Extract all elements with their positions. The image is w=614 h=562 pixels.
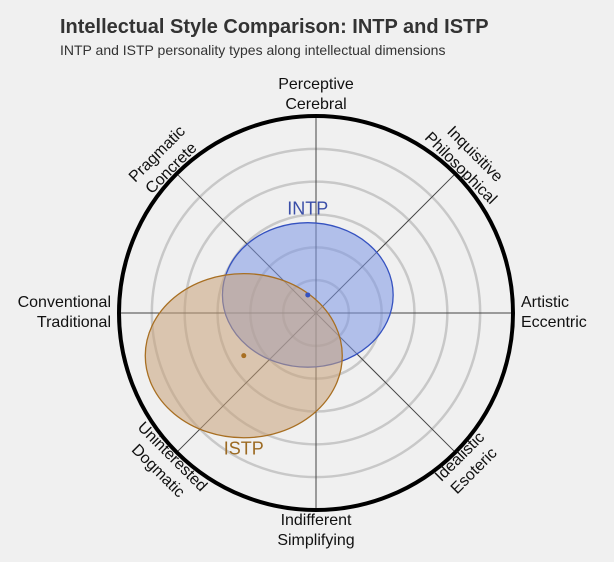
axis-label-group: Conventional Traditional xyxy=(18,294,111,331)
center-dot xyxy=(305,292,311,298)
axis-label: Indifferent xyxy=(281,512,352,529)
series-label: ISTP xyxy=(224,439,264,459)
axis-label: Conventional xyxy=(18,294,111,311)
center-dot xyxy=(241,353,247,359)
axis-label-group: Perceptive Cerebral xyxy=(278,76,354,113)
series-label: INTP xyxy=(287,198,328,218)
axis-label: Traditional xyxy=(37,314,111,331)
chart-title: Intellectual Style Comparison: INTP and … xyxy=(60,16,489,38)
outer-ring xyxy=(117,114,515,512)
chart-subtitle: INTP and ISTP personality types along in… xyxy=(60,42,445,58)
axis-label-group: Indifferent Simplifying xyxy=(277,512,354,549)
axis-label-group: Artistic Eccentric xyxy=(521,294,587,331)
axis-label: Eccentric xyxy=(521,314,587,331)
axis-label: Perceptive xyxy=(278,76,354,93)
axis-label: Artistic xyxy=(521,294,569,311)
axis-label: Cerebral xyxy=(285,96,346,113)
axis-label: Simplifying xyxy=(277,532,354,549)
